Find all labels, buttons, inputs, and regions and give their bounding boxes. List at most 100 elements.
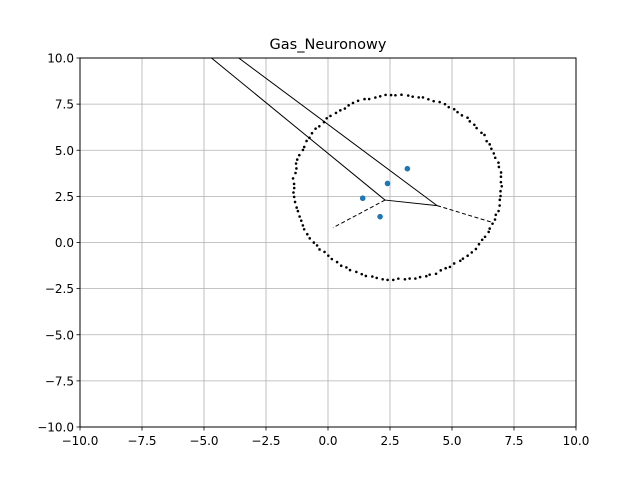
ring-point [294, 171, 297, 175]
ring-point [318, 248, 321, 251]
ring-point [355, 270, 358, 274]
ring-point [318, 125, 321, 128]
ring-point [487, 230, 490, 234]
ring-point [378, 94, 382, 98]
ring-point [302, 227, 306, 231]
x-tick-label: 10.0 [563, 434, 590, 448]
ring-point [417, 96, 421, 99]
dashed-edge-line [332, 199, 386, 229]
ring-point [292, 195, 296, 199]
ring-point [294, 162, 298, 165]
y-tick-label: 10.0 [47, 52, 74, 66]
ring-point [474, 247, 478, 251]
ring-point [343, 107, 347, 110]
ring-point [447, 105, 451, 109]
chart-title: Gas_Neuronowy [270, 37, 387, 53]
ring-point [470, 251, 474, 254]
ring-point [408, 277, 411, 280]
ring-point [480, 131, 483, 135]
ring-point [375, 276, 379, 280]
ring-point [458, 259, 462, 263]
ring-point [452, 107, 456, 111]
ring-point [488, 143, 491, 146]
ring-point [418, 275, 422, 279]
ring-point [448, 265, 452, 269]
y-tick-label: −2.5 [45, 282, 74, 296]
ring-point [339, 109, 342, 112]
ring-point [488, 227, 492, 230]
ring-point [421, 96, 425, 99]
ring-point [468, 120, 472, 123]
ring-point [493, 156, 497, 160]
dashed-edge-line [436, 205, 492, 223]
ring-point [428, 273, 431, 276]
ring-point [292, 191, 295, 194]
ring-point [397, 277, 400, 280]
ring-point [466, 254, 469, 257]
y-tick-label: 5.0 [55, 144, 74, 158]
ring-point [499, 180, 503, 184]
ring-point [485, 139, 488, 143]
ring-point [491, 222, 494, 225]
ring-point [323, 250, 326, 254]
ring-point [296, 209, 300, 213]
ring-point [438, 100, 441, 104]
ring-point [356, 99, 360, 103]
y-tick-label: 7.5 [55, 98, 74, 112]
x-tick-label: −10.0 [62, 434, 99, 448]
ring-point [456, 110, 459, 114]
y-tick-label: 0.0 [55, 236, 74, 250]
ring-point [411, 95, 414, 98]
ring-point [364, 274, 368, 278]
y-tick-label: −7.5 [45, 374, 74, 388]
ring-point [483, 133, 486, 137]
ring-point [498, 204, 501, 207]
ring-point [473, 123, 476, 127]
x-tick-label: −2.5 [251, 434, 280, 448]
ring-point [325, 117, 328, 120]
ring-point [301, 224, 305, 227]
ring-point [477, 242, 481, 246]
ring-point [363, 97, 366, 101]
ring-point [315, 244, 319, 247]
ring-point [432, 99, 435, 103]
ring-point [312, 241, 316, 244]
x-tick-label: 0.0 [318, 434, 337, 448]
ring-point [301, 148, 305, 152]
ring-point [466, 116, 469, 120]
ring-point [499, 171, 503, 174]
x-tick-label: 2.5 [380, 434, 399, 448]
x-tick-label: −7.5 [127, 434, 156, 448]
ring-point [295, 158, 299, 161]
y-tick-label: −10.0 [37, 421, 74, 435]
ring-point [305, 232, 309, 236]
ring-point [334, 111, 338, 115]
ring-point [367, 97, 371, 101]
ring-point [406, 94, 410, 97]
neuron-point [359, 195, 366, 202]
neuron-point [404, 165, 411, 172]
ring-point [308, 237, 312, 240]
ring-point [400, 93, 403, 96]
ring-point [497, 209, 500, 213]
ring-point [389, 93, 393, 97]
ring-point [347, 104, 350, 107]
ring-point [424, 274, 428, 278]
ring-point [493, 218, 497, 221]
ring-point [499, 189, 502, 193]
ring-point [327, 254, 330, 257]
ring-point [329, 114, 332, 118]
ticks: −10.0 −7.5 −5.0 −2.5 0.0 2.5 5.0 7.5 10.0 −10.0 −7… [37, 52, 589, 449]
ring-point [480, 238, 484, 242]
x-tick-label: 7.5 [504, 434, 523, 448]
ring-point [439, 269, 443, 272]
ring-point [483, 235, 487, 239]
ring-point [360, 272, 364, 276]
edge-line [211, 58, 386, 201]
ring-point [475, 126, 478, 130]
ring-point [292, 182, 296, 186]
ring-point [292, 186, 296, 190]
ring-point [394, 93, 397, 97]
ring-point [434, 272, 438, 276]
ring-point [291, 177, 295, 180]
